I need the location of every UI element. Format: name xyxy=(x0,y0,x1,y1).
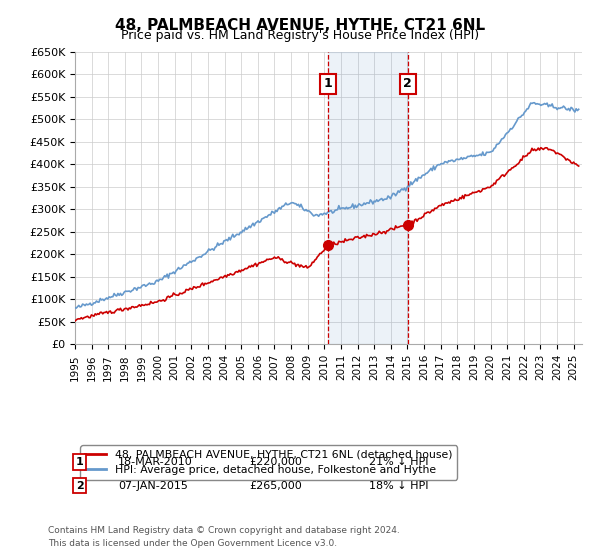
Text: £265,000: £265,000 xyxy=(249,480,302,491)
Text: 2: 2 xyxy=(403,77,412,91)
Text: 1: 1 xyxy=(76,457,83,467)
Text: 2: 2 xyxy=(76,480,83,491)
Text: 07-JAN-2015: 07-JAN-2015 xyxy=(118,480,188,491)
Text: 18-MAR-2010: 18-MAR-2010 xyxy=(118,457,193,467)
Legend: 48, PALMBEACH AVENUE, HYTHE, CT21 6NL (detached house), HPI: Average price, deta: 48, PALMBEACH AVENUE, HYTHE, CT21 6NL (d… xyxy=(80,446,457,479)
Bar xyxy=(328,52,408,344)
Text: Contains HM Land Registry data © Crown copyright and database right 2024.: Contains HM Land Registry data © Crown c… xyxy=(48,526,400,535)
Text: 21% ↓ HPI: 21% ↓ HPI xyxy=(369,457,428,467)
Text: 1: 1 xyxy=(323,77,332,91)
Text: This data is licensed under the Open Government Licence v3.0.: This data is licensed under the Open Gov… xyxy=(48,539,337,548)
Text: £220,000: £220,000 xyxy=(249,457,302,467)
Text: 48, PALMBEACH AVENUE, HYTHE, CT21 6NL: 48, PALMBEACH AVENUE, HYTHE, CT21 6NL xyxy=(115,18,485,33)
Text: 18% ↓ HPI: 18% ↓ HPI xyxy=(369,480,428,491)
Text: Price paid vs. HM Land Registry's House Price Index (HPI): Price paid vs. HM Land Registry's House … xyxy=(121,29,479,42)
